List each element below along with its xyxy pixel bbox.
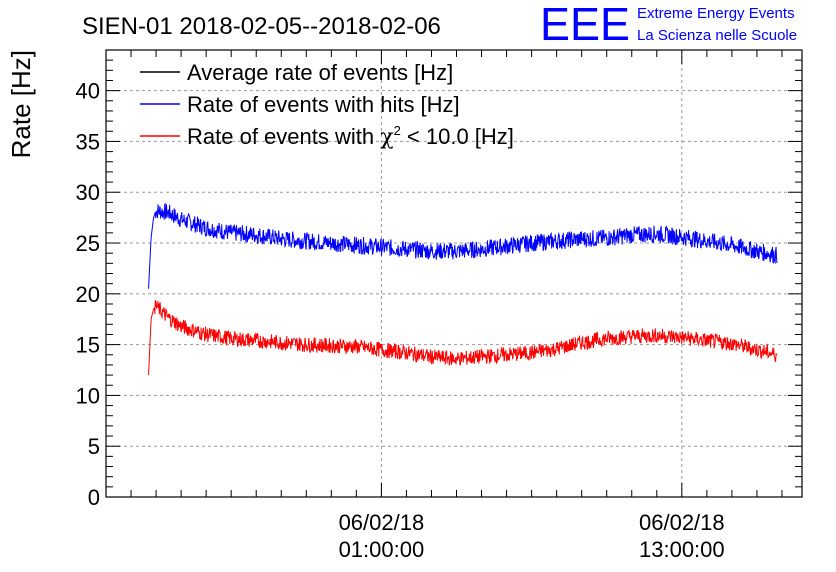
legend: Average rate of events [Hz] Rate of even… [140, 60, 514, 150]
y-tick-label: 20 [76, 282, 100, 307]
x-tick-label-time: 13:00:00 [639, 537, 725, 562]
legend-label-average: Average rate of events [Hz] [187, 60, 453, 85]
logo-line-2: La Scienza nelle Scuole [637, 27, 797, 44]
legend-label-chi2: Rate of events with χ2 < 10.0 [Hz] [187, 123, 514, 150]
axes: 051015202530354006/02/1801:00:0006/02/18… [76, 49, 803, 562]
y-tick-label: 0 [88, 485, 100, 510]
legend-label-hits: Rate of events with hits [Hz] [187, 92, 460, 117]
y-tick-label: 40 [76, 79, 100, 104]
y-axis-label: Rate [Hz] [6, 50, 36, 158]
y-tick-label: 25 [76, 231, 100, 256]
chart-title: SIEN-01 2018-02-05--2018-02-06 [82, 13, 441, 40]
y-tick-label: 10 [76, 383, 100, 408]
y-tick-label: 35 [76, 129, 100, 154]
y-tick-label: 5 [88, 434, 100, 459]
x-tick-label-date: 06/02/18 [639, 510, 725, 535]
grid [106, 50, 802, 497]
eee-logo-mark: EEE [540, 0, 630, 50]
logo-line-1: Extreme Energy Events [637, 5, 795, 22]
x-tick-label-time: 01:00:00 [339, 537, 425, 562]
plot-frame [105, 49, 803, 498]
x-tick-label-date: 06/02/18 [339, 510, 425, 535]
eee-logo: EEE Extreme Energy Events La Scienza nel… [540, 0, 797, 50]
series-layer [148, 202, 778, 376]
y-tick-label: 30 [76, 180, 100, 205]
series-hits-line [148, 202, 778, 289]
series-chi2-line [148, 299, 778, 376]
y-tick-label: 15 [76, 333, 100, 358]
